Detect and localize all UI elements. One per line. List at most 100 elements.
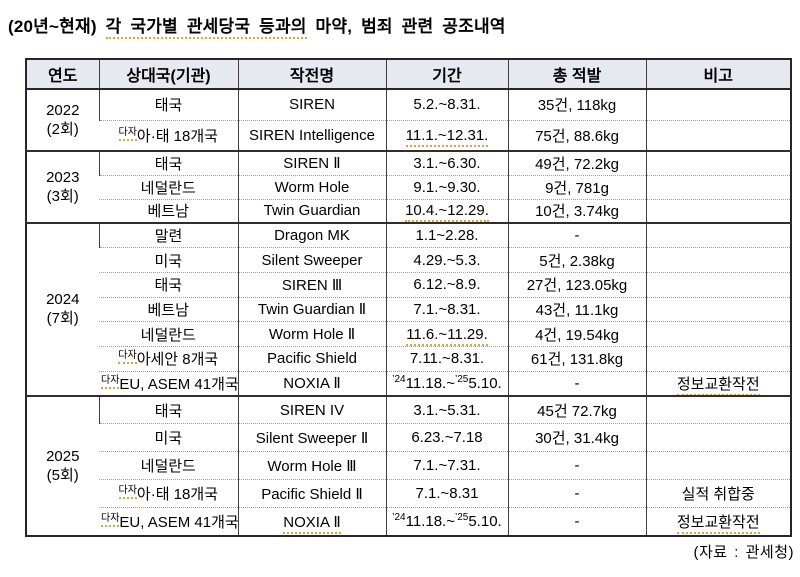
year-cell: 2022 (2회) (26, 88, 99, 151)
table-row: 미국 Silent Sweeper Ⅱ 6.23.~7.18 30건, 31.4… (26, 423, 791, 452)
partner-text: 미국 (154, 252, 183, 270)
seized-text: 43건, 11.1kg (535, 301, 619, 319)
year-label: 2022 (46, 102, 80, 119)
multilateral-sup: 다자 (118, 485, 137, 500)
note-cell: 정보교환작전 (645, 370, 791, 396)
table-row: 태국 SIREN Ⅲ 6.12.~8.9. 27건, 123.05kg (26, 271, 791, 298)
period-cell: 6.23.~7.18 (385, 423, 508, 452)
partner-cell: 말련 (98, 222, 238, 248)
col-note: 비고 (645, 59, 791, 90)
partner-cell: 미국 (99, 247, 238, 273)
table-row: 다자아세안 8개국 Pacific Shield 7.11.~8.31. 61건… (26, 345, 791, 372)
table-row: 2024 (7회) 말련 Dragon MK 1.1~2.28. - (26, 222, 791, 396)
operation-text: Twin Guardian (263, 202, 361, 220)
table-row: 베트남 Twin Guardian 10.4.~12.29. 10건, 3.74… (26, 198, 791, 223)
page-title: (20년~현재) 각 국가별 관세당국 등과의 마약, 범죄 관련 공조내역 (8, 12, 506, 39)
col-seized: 총 적발 (507, 59, 646, 90)
table-header: 연도 상대국(기관) 작전명 기간 총 적발 비고 (26, 59, 791, 90)
seized-cell: - (507, 479, 646, 508)
seized-cell: 9건, 781g (507, 174, 646, 199)
period-text: 11.18.~ (405, 374, 455, 392)
table-row: 베트남 Twin Guardian Ⅱ 7.1.~8.31. 43건, 11.1… (26, 296, 791, 322)
table-row: 다자아·태 18개국 Pacific Shield Ⅱ 7.1.~8.31 - … (26, 479, 791, 508)
operation-cell: SIREN Intelligence (237, 119, 386, 151)
partner-cell: 네덜란드 (99, 321, 238, 347)
seized-text: 27건, 123.05kg (526, 277, 628, 295)
year-cell: 2023 (3회) (26, 150, 99, 223)
seized-text: - (574, 485, 580, 503)
partner-text: 태국 (154, 277, 183, 295)
operation-text: Pacific Shield Ⅱ (261, 485, 363, 503)
period-text: 11.6.~11.29. (406, 325, 488, 346)
seized-cell: 49건, 72.2kg (507, 150, 646, 175)
period-cell: 5.2.~8.31. (385, 88, 508, 120)
seized-text: 35건, 118kg (537, 97, 617, 115)
operation-cell: Pacific Shield (237, 345, 386, 372)
partner-cell: 태국 (98, 394, 238, 424)
table-row: 2025 (5회) 태국 SIREN IV 3.1.~5.31. 45건 72.… (26, 394, 791, 536)
period-text: 7.1.~7.31. (413, 457, 481, 475)
source-note: (자료 : 관세청) (693, 544, 794, 561)
period-text: 6.12.~8.9. (413, 276, 481, 294)
seized-text: 75건, 88.6kg (535, 127, 619, 145)
operation-cell: SIREN IV (237, 394, 386, 424)
operation-cell: Pacific Shield Ⅱ (237, 479, 386, 508)
multilateral-sup: 다자 (118, 350, 137, 365)
period-cell: 7.1.~7.31. (385, 451, 508, 480)
partner-cell: 다자아·태 18개국 (99, 119, 238, 151)
col-operation: 작전명 (237, 59, 386, 90)
partner-cell: 태국 (99, 271, 238, 298)
year-label: 2025 (46, 447, 80, 465)
group-2023: 2023 (3회) 태국 SIREN Ⅱ 3.1.~6.30. 49건, 72.… (26, 150, 791, 223)
seized-text: 30건, 31.4kg (535, 430, 619, 448)
title-underlined: 각 국가별 관세당국 등과의 (105, 17, 307, 39)
period-text: 11.1.~12.31. (405, 126, 489, 147)
seized-text: - (574, 513, 580, 531)
period-text: 5.10. (468, 513, 502, 531)
table-row: 2022 (2회) 태국 SIREN 5.2.~8.31. 35건, 118kg (26, 88, 791, 151)
operation-text: Worm Hole (274, 178, 350, 196)
period-text: 3.1.~5.31. (413, 401, 481, 419)
seized-text: 10건, 3.74kg (535, 203, 619, 221)
operation-cell: Worm Hole Ⅱ (237, 321, 386, 347)
partner-cell: 다자EU, ASEM 41개국 (99, 507, 238, 536)
operation-text: NOXIA Ⅱ (283, 513, 341, 534)
partner-cell: 다자아세안 8개국 (99, 345, 238, 372)
operation-cell: Silent Sweeper (237, 247, 386, 273)
partner-cell: 미국 (99, 423, 238, 452)
multilateral-sup: 다자 (101, 374, 120, 389)
operation-text: SIREN Ⅱ (283, 155, 341, 173)
partner-text: EU, ASEM 41개국 (119, 514, 238, 532)
table-row: 네덜란드 Worm Hole 9.1.~9.30. 9건, 781g (26, 174, 791, 199)
period-cell: 3.1.~6.30. (385, 150, 508, 175)
note-cell (645, 150, 791, 175)
header-row: 연도 상대국(기관) 작전명 기간 총 적발 비고 (26, 59, 791, 90)
operation-text: SIREN Intelligence (249, 126, 375, 144)
partner-text: 미국 (154, 430, 183, 448)
seized-cell: 30건, 31.4kg (507, 423, 646, 452)
seized-cell: 45건 72.7kg (507, 394, 646, 424)
period-cell: 4.29.~5.3. (385, 247, 508, 273)
seized-cell: 61건, 131.8kg (507, 345, 646, 372)
partner-text: 네덜란드 (140, 179, 196, 197)
operation-text: Silent Sweeper Ⅱ (255, 429, 369, 447)
note-cell (645, 174, 791, 199)
operation-text: SIREN IV (279, 401, 345, 419)
seized-text: 49건, 72.2kg (535, 155, 619, 173)
seized-cell: 5건, 2.38kg (507, 247, 646, 273)
operation-cell: NOXIA Ⅱ (237, 370, 386, 396)
period-cell: 3.1.~5.31. (385, 394, 508, 424)
partner-cell: 네덜란드 (99, 174, 238, 199)
period-text: 7.1.~8.31 (415, 485, 479, 503)
period-text: 10.4.~12.29. (405, 202, 489, 223)
period-text: 7.1.~8.31. (413, 300, 481, 318)
seized-text: 9건, 781g (545, 179, 609, 197)
multilateral-sup: 다자 (118, 126, 137, 141)
table-row: 미국 Silent Sweeper 4.29.~5.3. 5건, 2.38kg (26, 247, 791, 273)
seized-cell: - (507, 451, 646, 480)
year-cell: 2025 (5회) (26, 394, 99, 536)
partner-text: EU, ASEM 41개국 (119, 375, 238, 393)
period-cell: ’2411.18.~’255.10. (385, 370, 508, 396)
multilateral-sup: 다자 (101, 513, 120, 528)
note-text: 실적 취합중 (681, 486, 755, 504)
